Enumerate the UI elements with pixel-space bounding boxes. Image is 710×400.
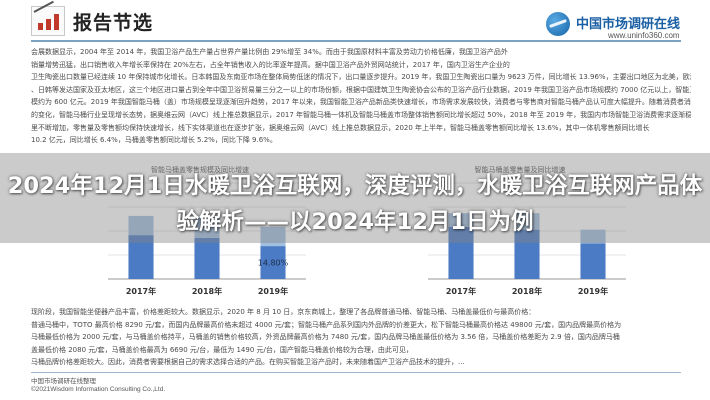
report-logo-icon	[31, 0, 65, 36]
paragraph-line: 马桶最低价格为 2000 元/套，与马桶盖价格持平，马桶盖的销售价格较高，外资品…	[31, 333, 620, 342]
footer-source: 中国市场调研在线整理	[31, 377, 96, 385]
x-tick-label: 2018年	[192, 286, 222, 296]
bar-segment	[260, 226, 286, 247]
chart-right: 智能马桶盖零售量及同比增速 2017年 2018年 2019年	[400, 165, 640, 300]
paragraph-line: 会展数据显示，2004 年至 2014 年，我国卫浴产品生产量占世界产量比例由 …	[31, 48, 508, 56]
paragraph-bottom: 现阶段，我国智能坐便器产品丰富，价格差距较大。数据显示，2020 年 8 月 1…	[31, 306, 691, 369]
paragraph-line: 盖最低价格 2080 元/套，马桶盖价格最高为 6690 元/台，最低为 149…	[31, 345, 413, 354]
chart-title: 智能马桶盖零售规模及同比增速	[151, 166, 249, 174]
paragraph-line: 现阶段，我国智能坐便器产品丰富，价格差距较大。数据显示，2020 年 8 月 1…	[31, 308, 536, 316]
paragraph-top: 会展数据显示，2004 年至 2014 年，我国卫浴产品生产量占世界产量比例由 …	[31, 46, 691, 147]
chart-left: 智能马桶盖零售规模及同比增速 2017年 2018年 2019年 14.80%	[80, 165, 320, 300]
chart-left-plot: 2017年 2018年 2019年 14.80%	[108, 182, 306, 296]
bar-segment	[514, 229, 540, 279]
paragraph-line: 模约为 600 亿元。2019 年我国智能马桶（盖）市场规模呈现逐渐回升趋势，2…	[31, 98, 691, 107]
x-tick-label: 2017年	[126, 286, 156, 296]
paragraph-line: 、日韩等发达国家及亚太地区，这三个地区进口量占到全年中国卫浴贸易量三分之一以上的…	[31, 85, 691, 94]
footer-copyright: ©2021Wisdom Information Consulting Co.,L…	[31, 386, 166, 393]
footer-divider	[31, 372, 681, 373]
paragraph-line: 10.2 亿元，同比增长 6.4%，马桶盖零售额同比增长 5.2%，同比下降 9…	[31, 136, 277, 145]
brand-logo: 中国市场调研在线 www.uninfo360.com	[546, 12, 696, 42]
bar-segment	[194, 215, 220, 238]
data-label: 14.80%	[258, 259, 289, 268]
headline-overlay	[0, 153, 710, 243]
bar-segment	[128, 215, 154, 236]
bar-segment	[448, 226, 474, 279]
bar-segment	[514, 213, 540, 230]
paragraph-line: 里不断增加，零售量及零售额均保持快速增长，线下实体渠道也在逐步扩张，据奥维云网（…	[31, 123, 650, 132]
x-tick-label: 2019年	[578, 286, 608, 296]
bar-segment	[194, 237, 220, 279]
headline-title: 2024年12月1日水暖卫浴互联网，深度评测，水暖卫浴互联网产品体验解析——以2…	[7, 173, 703, 235]
paragraph-line: 销量增势迅猛，出口销售收入年增长率保持在 20%左右，占全年销售收入的比率逐年提…	[31, 60, 510, 69]
chart-title: 智能马桶盖零售量及同比增速	[474, 166, 566, 174]
chart-right-plot: 2017年 2018年 2019年	[428, 182, 626, 296]
brand-url: www.uninfo360.com	[608, 31, 680, 40]
report-title: 报告节选	[73, 12, 154, 34]
bar-segment	[580, 243, 606, 279]
globe-icon	[546, 12, 570, 36]
bar-segment	[260, 246, 286, 279]
bar-segment	[580, 229, 606, 244]
paragraph-line: 马桶品牌价格差距较大。因此，消费者需要根据自己的需求选择合适的产品。在购买智能卫…	[31, 358, 465, 367]
paragraph-line: 卫生陶瓷出口数量已经连续 10 年保持城市化增长。日本韩国及东南亚市场在整体局势…	[31, 73, 691, 82]
x-tick-label: 2017年	[446, 286, 476, 296]
paragraph-line: 普通马桶中，TOTO 最高价格 8290 元/套，而国内品牌最高价格未超过 40…	[31, 320, 622, 329]
paragraph-line: 的变化，智能马桶行业呈现增长态势，据奥维云网（AVC）线上推总数据显示，2017…	[31, 110, 691, 119]
x-tick-label: 2018年	[512, 286, 542, 296]
brand-name: 中国市场调研在线	[576, 17, 681, 32]
x-tick-label: 2019年	[258, 286, 288, 296]
header-divider	[31, 40, 681, 42]
bar-segment	[128, 235, 154, 279]
bar-segment	[448, 213, 474, 227]
